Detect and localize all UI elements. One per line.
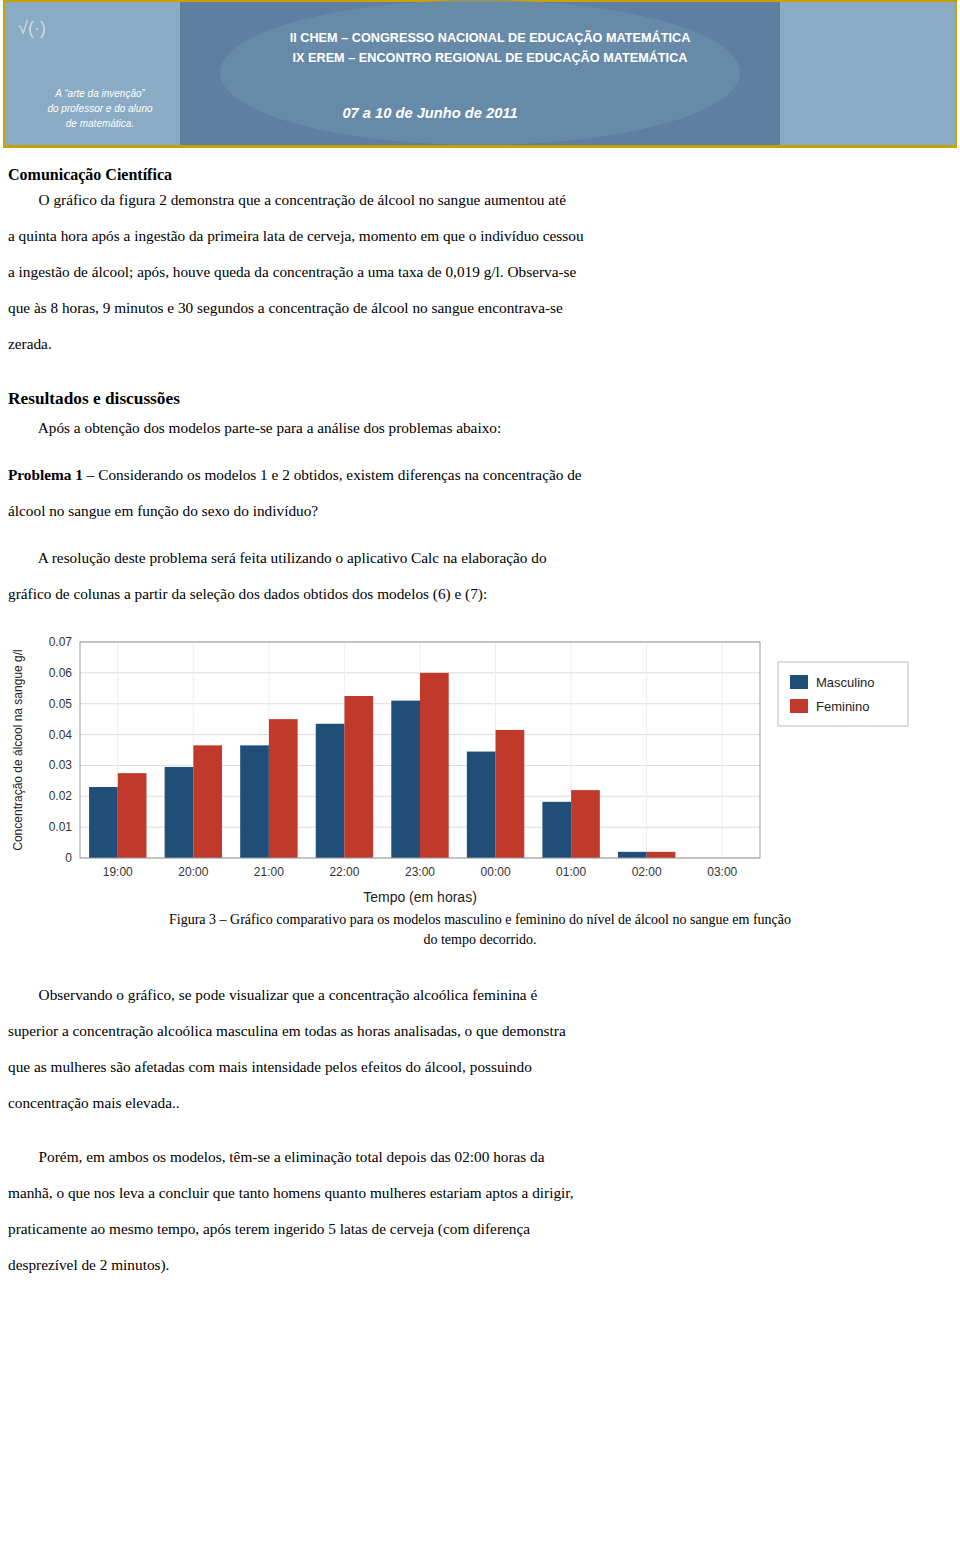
bar xyxy=(89,787,118,858)
bar xyxy=(496,730,525,858)
legend-entry: Feminino xyxy=(816,698,869,713)
x-axis-label: Tempo (em horas) xyxy=(363,889,477,905)
legend-box xyxy=(778,662,908,726)
y-tick-label: 0.01 xyxy=(49,820,73,834)
bar xyxy=(118,773,147,858)
banner-left-text: do professor e do aluno xyxy=(47,103,153,114)
body-text: que às 8 horas, 9 minutos e 30 segundos … xyxy=(8,299,563,317)
body-text: – Considerando os modelos 1 e 2 obtidos,… xyxy=(83,466,582,483)
body-text: manhã, o que nos leva a concluir que tan… xyxy=(8,1184,574,1202)
grid-line xyxy=(722,642,723,858)
legend-entry: Masculino xyxy=(816,674,875,689)
body-text: Após a obtenção dos modelos parte-se par… xyxy=(8,419,501,437)
body-text: a quinta hora após a ingestão da primeir… xyxy=(8,227,584,245)
legend-swatch xyxy=(790,675,808,689)
legend-swatch xyxy=(790,699,808,713)
x-tick-label: 00:00 xyxy=(481,865,511,879)
bar xyxy=(165,767,194,858)
body-text: Porém, em ambos os modelos, têm-se a eli… xyxy=(8,1148,545,1166)
body-text: gráfico de colunas a partir da seleção d… xyxy=(8,585,487,603)
x-tick-label: 02:00 xyxy=(632,865,662,879)
body-text: que as mulheres são afetadas com mais in… xyxy=(8,1058,532,1076)
y-tick-label: 0.06 xyxy=(49,666,73,680)
header-line: IX EREM – ENCONTRO REGIONAL DE EDUCAÇÃO … xyxy=(293,50,688,65)
bar xyxy=(269,719,298,858)
body-text: concentração mais elevada.. xyxy=(8,1094,180,1112)
x-tick-label: 03:00 xyxy=(707,865,737,879)
body-text: álcool no sangue em função do sexo do in… xyxy=(8,502,318,520)
body-text: praticamente ao mesmo tempo, após terem … xyxy=(8,1220,530,1238)
grid-line xyxy=(646,642,647,858)
bar xyxy=(193,745,222,858)
section-title: Resultados e discussões xyxy=(8,389,180,410)
banner-left-text: A “arte da invenção” xyxy=(54,88,145,99)
grid xyxy=(80,642,760,858)
x-tick-label: 23:00 xyxy=(405,865,435,879)
x-tick-label: 20:00 xyxy=(178,865,208,879)
banner-left-strip xyxy=(5,2,180,145)
banner-oval xyxy=(220,0,740,145)
y-axis-label: Concentração de álcool na sangue g/l xyxy=(11,649,25,850)
banner-right-strip xyxy=(780,2,955,145)
banner-date: 07 a 10 de Junho de 2011 xyxy=(342,105,517,121)
bar xyxy=(344,696,373,858)
bar xyxy=(467,751,496,857)
banner-border xyxy=(3,0,957,148)
y-tick-label: 0.05 xyxy=(49,697,73,711)
bar xyxy=(618,852,647,858)
problem-line: Problema 1 – Considerando os modelos 1 e… xyxy=(8,466,582,484)
bars xyxy=(89,673,675,858)
section-title: Comunicação Científica xyxy=(8,165,172,184)
body-text: a ingestão de álcool; após, houve queda … xyxy=(8,263,576,281)
bar xyxy=(571,790,600,858)
bar xyxy=(420,673,449,858)
x-tick-label: 21:00 xyxy=(254,865,284,879)
body-text: A resolução deste problema será feita ut… xyxy=(8,549,547,567)
banner-symbol: √(·) xyxy=(18,18,46,38)
problem-label: Problema 1 xyxy=(8,466,83,483)
body-text: O gráfico da figura 2 demonstra que a co… xyxy=(8,191,566,209)
bar xyxy=(240,745,269,858)
bar xyxy=(391,700,420,857)
y-tick-label: 0.07 xyxy=(49,635,73,649)
header-line: II CHEM – CONGRESSO NACIONAL DE EDUCAÇÃO… xyxy=(290,30,691,45)
body-text: Observando o gráfico, se pode visualizar… xyxy=(8,986,537,1004)
figure-caption: Figura 3 – Gráfico comparativo para os m… xyxy=(0,912,960,929)
bar xyxy=(542,802,571,858)
plot-frame xyxy=(80,642,760,858)
y-tick-label: 0.04 xyxy=(49,727,73,741)
y-tick-label: 0 xyxy=(65,851,72,865)
bar xyxy=(647,852,676,858)
body-text: zerada. xyxy=(8,335,52,353)
body-text: desprezível de 2 minutos). xyxy=(8,1256,169,1274)
y-tick-label: 0.02 xyxy=(49,789,73,803)
x-tick-label: 22:00 xyxy=(329,865,359,879)
chart: 0 0.01 0.02 0.03 0.04 0.05 0.06 0.07 19:00 20:00 2… xyxy=(0,628,960,908)
x-tick-label: 01:00 xyxy=(556,865,586,879)
body-text: superior a concentração alcoólica mascul… xyxy=(8,1022,566,1040)
banner: II CHEM – CONGRESSO NACIONAL DE EDUCAÇÃO… xyxy=(0,0,960,152)
figure-caption: do tempo decorrido. xyxy=(0,932,960,949)
bar xyxy=(316,724,345,858)
x-tick-label: 19:00 xyxy=(103,865,133,879)
y-tick-label: 0.03 xyxy=(49,758,73,772)
banner-left-text: de matemática. xyxy=(66,118,134,129)
legend: Masculino Feminino xyxy=(778,662,908,726)
